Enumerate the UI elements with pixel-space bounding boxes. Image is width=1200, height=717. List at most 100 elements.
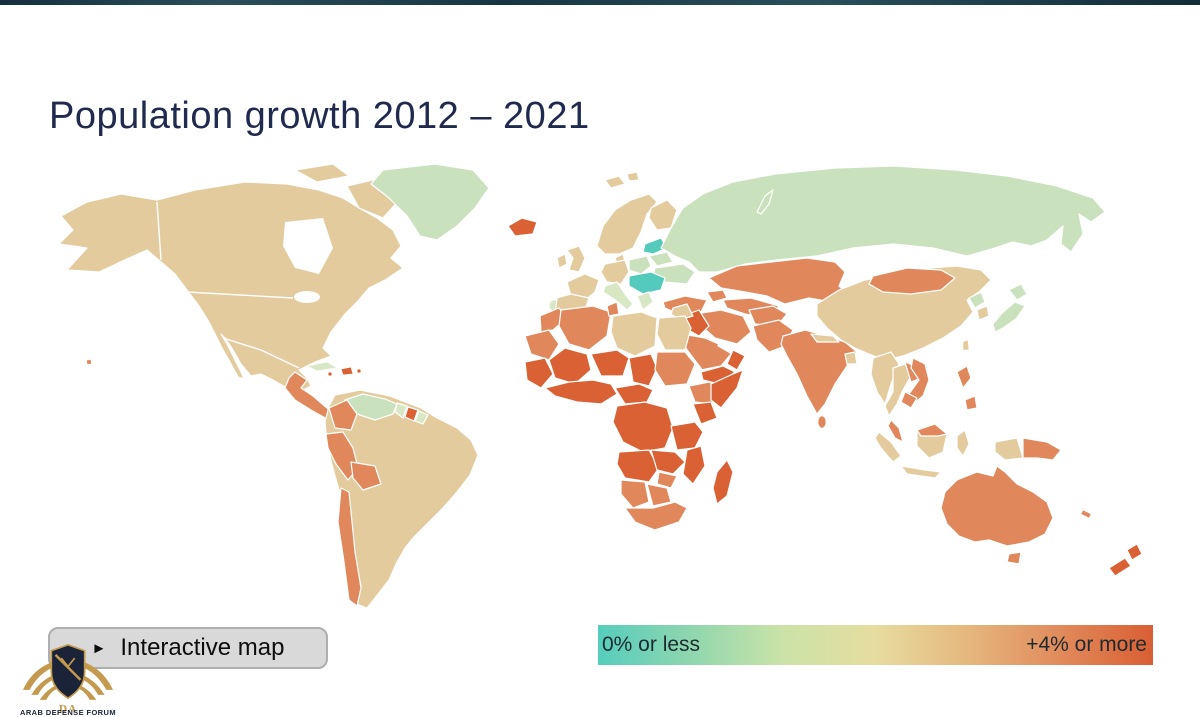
region-new-zealand-north bbox=[1126, 543, 1143, 561]
region-angola bbox=[616, 449, 660, 483]
region-japan-honshu bbox=[992, 301, 1026, 333]
region-tasmania bbox=[1006, 551, 1022, 565]
region-sri-lanka bbox=[817, 415, 827, 429]
region-russia bbox=[660, 165, 1106, 273]
play-arrow-icon: ► bbox=[91, 639, 107, 657]
region-chad bbox=[628, 353, 658, 387]
region-chile bbox=[337, 487, 362, 607]
page-title: Population growth 2012 – 2021 bbox=[49, 95, 590, 138]
region-australia bbox=[940, 465, 1054, 547]
region-north-korea bbox=[968, 291, 986, 309]
region-novaya-zemlya bbox=[756, 189, 774, 215]
region-senegal-guinea bbox=[524, 357, 554, 389]
region-iceland bbox=[507, 217, 538, 237]
region-french-guiana bbox=[414, 410, 429, 425]
region-jamaica bbox=[327, 371, 333, 377]
region-nepal bbox=[810, 333, 840, 343]
region-arctic-islands bbox=[294, 163, 350, 183]
adf-shield-emblem: DA bbox=[23, 643, 113, 715]
region-myanmar bbox=[870, 351, 900, 405]
region-tanzania bbox=[670, 421, 704, 451]
water-great-lakes bbox=[294, 291, 320, 303]
region-hispaniola bbox=[340, 366, 354, 376]
region-west-africa-coast bbox=[544, 379, 618, 405]
region-south-america bbox=[324, 389, 479, 609]
region-new-zealand-south bbox=[1108, 557, 1132, 577]
region-baltics bbox=[642, 237, 668, 255]
region-central-europe bbox=[600, 259, 630, 285]
country-border-alaska bbox=[156, 201, 162, 261]
region-java bbox=[900, 465, 942, 479]
world-map bbox=[58, 163, 1143, 609]
logo-monogram: DA bbox=[59, 702, 78, 715]
region-ireland bbox=[556, 253, 568, 269]
region-greece bbox=[636, 291, 654, 311]
region-poland bbox=[628, 255, 652, 275]
region-south-korea bbox=[976, 305, 990, 321]
region-botswana bbox=[646, 483, 672, 507]
region-belarus bbox=[648, 251, 674, 267]
country-border-us-canada bbox=[150, 289, 294, 299]
region-tunisia bbox=[606, 301, 620, 317]
region-somalia bbox=[710, 369, 744, 409]
region-japan-hokkaido bbox=[1008, 283, 1028, 301]
region-cuba bbox=[306, 361, 338, 372]
region-sumatra bbox=[874, 431, 902, 463]
region-taiwan bbox=[962, 339, 970, 351]
water-persian-gulf bbox=[717, 340, 735, 354]
region-philippines-luzon bbox=[956, 365, 972, 389]
region-south-africa bbox=[624, 501, 688, 531]
region-malay-peninsula bbox=[887, 419, 904, 443]
region-philippines-mindanao bbox=[964, 395, 978, 411]
region-italy bbox=[602, 281, 634, 311]
water-black-sea bbox=[669, 286, 693, 298]
region-madagascar bbox=[712, 459, 734, 505]
region-guyana bbox=[394, 402, 408, 419]
region-new-caledonia bbox=[1080, 509, 1092, 519]
shield-icon bbox=[50, 643, 86, 700]
region-hawaii bbox=[85, 358, 93, 366]
logo-org-name: ARAB DEFENSE FORUM bbox=[20, 708, 116, 717]
legend-min-label: 0% or less bbox=[602, 633, 701, 656]
region-bangladesh bbox=[844, 351, 858, 365]
country-border-us-mexico bbox=[222, 337, 300, 369]
water-lake-victoria bbox=[682, 415, 688, 421]
region-venezuela bbox=[344, 393, 398, 421]
region-north-america bbox=[58, 181, 404, 421]
region-puerto-rico bbox=[356, 368, 362, 374]
region-sudan bbox=[654, 351, 696, 387]
world-map-container bbox=[45, 150, 1160, 620]
legend-gradient: 0% or less +4% or more bbox=[598, 625, 1153, 665]
region-mali bbox=[548, 347, 592, 385]
interactive-map-button-label: Interactive map bbox=[120, 634, 285, 661]
region-colombia bbox=[328, 399, 358, 431]
region-caucasus bbox=[706, 289, 728, 303]
region-malaysia-borneo bbox=[916, 423, 948, 437]
water-hudson-bay bbox=[283, 218, 333, 274]
region-svalbard bbox=[604, 171, 640, 189]
region-egypt bbox=[656, 315, 692, 351]
region-bolivia bbox=[350, 461, 382, 491]
region-oman bbox=[726, 349, 746, 371]
region-cameroon bbox=[614, 383, 654, 405]
region-great-britain bbox=[566, 245, 586, 273]
region-libya bbox=[610, 311, 658, 357]
region-drc bbox=[612, 401, 674, 453]
region-balkans bbox=[628, 271, 666, 295]
region-kenya bbox=[692, 401, 718, 425]
region-algeria bbox=[558, 305, 612, 351]
region-papua-new-guinea bbox=[1022, 437, 1062, 461]
region-zimbabwe bbox=[656, 471, 678, 489]
legend-max-label: +4% or more bbox=[1026, 633, 1147, 656]
region-cambodia bbox=[900, 391, 918, 409]
region-west-papua bbox=[994, 437, 1024, 461]
region-niger bbox=[590, 349, 630, 377]
region-zambia bbox=[650, 449, 686, 475]
interactive-map-button[interactable]: ► Interactive map bbox=[48, 627, 328, 669]
region-sulawesi bbox=[956, 429, 970, 457]
region-mongolia bbox=[868, 267, 956, 295]
top-accent-bar bbox=[0, 0, 1200, 5]
region-greenland bbox=[370, 163, 490, 241]
legend: 0% or less +4% or more bbox=[598, 625, 1153, 665]
